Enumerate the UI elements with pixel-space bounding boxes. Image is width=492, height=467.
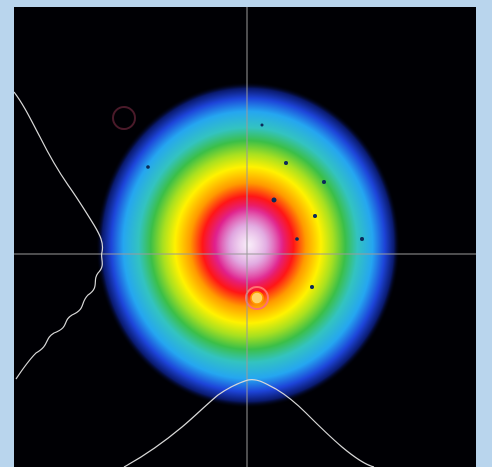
beam-profile-view: [14, 7, 476, 467]
beam-profile-image: [14, 7, 476, 467]
interference-ring-inner: [250, 291, 264, 305]
speckles: [146, 123, 364, 289]
faint-ring: [112, 106, 136, 130]
vertical-profile-trace: [14, 91, 104, 380]
horizontal-profile-trace: [123, 379, 375, 467]
beam-core-glow: [216, 205, 284, 285]
interference-ring: [245, 286, 269, 310]
